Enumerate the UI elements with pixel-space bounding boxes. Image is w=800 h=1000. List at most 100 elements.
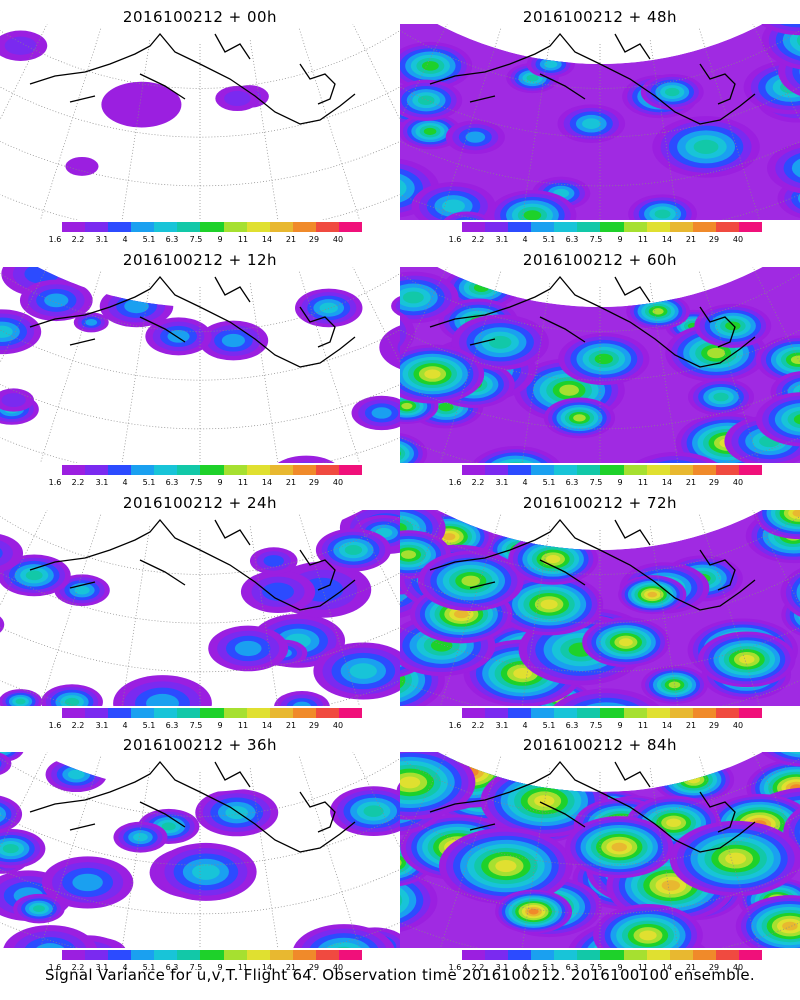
colorbar-swatch — [154, 950, 178, 960]
variance-contour — [33, 905, 45, 912]
forecast-panel: 2016100212 + 00h 1.6 2.2 3.1 4 5.1 6.3 7.5 9 11 14… — [0, 0, 400, 245]
variance-contour — [618, 638, 633, 647]
colorbar-swatch — [485, 465, 509, 475]
variance-contour — [400, 776, 421, 789]
colorbar-swatch — [531, 708, 555, 718]
colorbar-swatch — [508, 465, 532, 475]
variance-contour — [473, 283, 490, 293]
variance-contour — [224, 90, 251, 107]
colorbar-swatch — [646, 950, 670, 960]
colorbar-tick-label: 3.1 — [495, 721, 509, 730]
colorbar-tick-label: 29 — [308, 235, 320, 244]
colorbar-swatch — [177, 708, 201, 718]
coastline — [29, 275, 356, 368]
colorbar-tick-label: 1.6 — [48, 235, 62, 244]
colorbar-swatch — [462, 708, 486, 718]
variance-contour — [292, 701, 312, 706]
colorbar-tick-label: 1.6 — [448, 721, 462, 730]
variance-contour — [417, 95, 435, 105]
variance-contour — [124, 299, 149, 314]
colorbar-swatch — [646, 222, 670, 232]
colorbar-swatch — [462, 465, 486, 475]
colorbar-swatch — [85, 465, 109, 475]
variance-contour — [639, 930, 657, 941]
colorbar-tick-label: 14 — [661, 963, 673, 972]
colorbar-tick-label: 21 — [285, 963, 297, 972]
colorbar-tick-label: 1.6 — [448, 235, 462, 244]
variance-contour — [792, 510, 800, 517]
colorbar-swatch — [600, 950, 624, 960]
variance-contour — [465, 131, 486, 143]
coastline — [29, 32, 356, 125]
colorbar-swatch — [108, 465, 132, 475]
variance-contour — [192, 863, 220, 880]
colorbar-swatch — [531, 950, 555, 960]
variance-contour — [34, 943, 66, 948]
colorbar-tick-label: 6.3 — [565, 721, 579, 730]
colorbar-tick-label: 3.1 — [495, 235, 509, 244]
variance-map — [400, 752, 800, 948]
colorbar-tick-label: 9 — [617, 478, 623, 487]
colorbar-tick-label: 29 — [308, 963, 320, 972]
variance-contour — [461, 575, 481, 587]
variance-contour — [221, 333, 246, 348]
colorbar-tick-label: 11 — [637, 478, 649, 487]
variance-contour — [44, 293, 69, 308]
colorbar-swatch — [485, 950, 509, 960]
variance-contour — [544, 60, 558, 68]
colorbar-tick-label: 4 — [122, 478, 128, 487]
panel-title: 2016100212 + 72h — [522, 494, 678, 512]
forecast-panel: 2016100212 + 36h 1.6 2.2 3.1 4 5.1 6.3 7.5 9 11 14… — [0, 728, 400, 973]
colorbar-tick-label: 14 — [661, 235, 673, 244]
colorbar-tick-label: 40 — [332, 235, 344, 244]
colorbar-tick-label: 4 — [522, 478, 528, 487]
colorbar-tick-label: 6.3 — [565, 235, 579, 244]
variance-contour — [442, 533, 456, 541]
variance-contour — [286, 698, 318, 706]
colorbar-tick-label: 3.1 — [495, 478, 509, 487]
variance-contour — [693, 139, 719, 154]
colorbar-swatch — [715, 708, 739, 718]
colorbar-tick-label: 21 — [685, 235, 697, 244]
coastline — [429, 760, 756, 853]
colorbar-tick-label: 6.3 — [165, 721, 179, 730]
colorbar-swatch — [462, 222, 486, 232]
variance-contour — [424, 369, 441, 379]
colorbar-swatch — [85, 950, 109, 960]
colorbar-swatch — [692, 222, 716, 232]
colorbar-swatch — [246, 708, 270, 718]
colorbar-tick-label: 29 — [708, 721, 720, 730]
variance-contour — [67, 769, 85, 780]
colorbar-tick-label: 29 — [708, 235, 720, 244]
colorbar-swatch — [646, 465, 670, 475]
colorbar-swatch — [177, 222, 201, 232]
colorbar-swatch — [623, 950, 647, 960]
colorbar-tick-label: 4 — [122, 963, 128, 972]
variance-contour — [725, 852, 747, 865]
variance-contour — [528, 908, 539, 915]
colorbar-tick-label: 14 — [261, 478, 273, 487]
colorbar-tick-label: 9 — [217, 721, 223, 730]
variance-contour — [488, 335, 512, 349]
variance-map — [0, 752, 400, 948]
colorbar-tick-label: 11 — [237, 963, 249, 972]
colorbar-tick-label: 6.3 — [165, 235, 179, 244]
variance-contour — [421, 61, 439, 71]
variance-contour — [647, 591, 658, 598]
colorbar-tick-label: 11 — [237, 235, 249, 244]
panel-title: 2016100212 + 48h — [522, 8, 678, 26]
colorbar-swatch — [600, 222, 624, 232]
colorbar-tick-label: 29 — [708, 478, 720, 487]
variance-contour — [64, 697, 80, 706]
colorbar-swatch — [577, 465, 601, 475]
colorbar-tick-label: 14 — [261, 963, 273, 972]
colorbar-tick-label: 11 — [637, 721, 649, 730]
variance-contour — [324, 942, 364, 948]
colorbar-labels: 1.6 2.2 3.1 4 5.1 6.3 7.5 9 11 14 21 29 40 — [449, 235, 770, 247]
variance-contour — [2, 844, 19, 854]
variance-contour — [167, 330, 190, 343]
variance-contour — [523, 210, 542, 220]
forecast-panel: 2016100212 + 24h 1.6 2.2 3.1 4 5.1 6.3 7.5 9 11 14… — [0, 486, 400, 731]
colorbar-tick-label: 11 — [637, 963, 649, 972]
colorbar-tick-label: 21 — [285, 721, 297, 730]
